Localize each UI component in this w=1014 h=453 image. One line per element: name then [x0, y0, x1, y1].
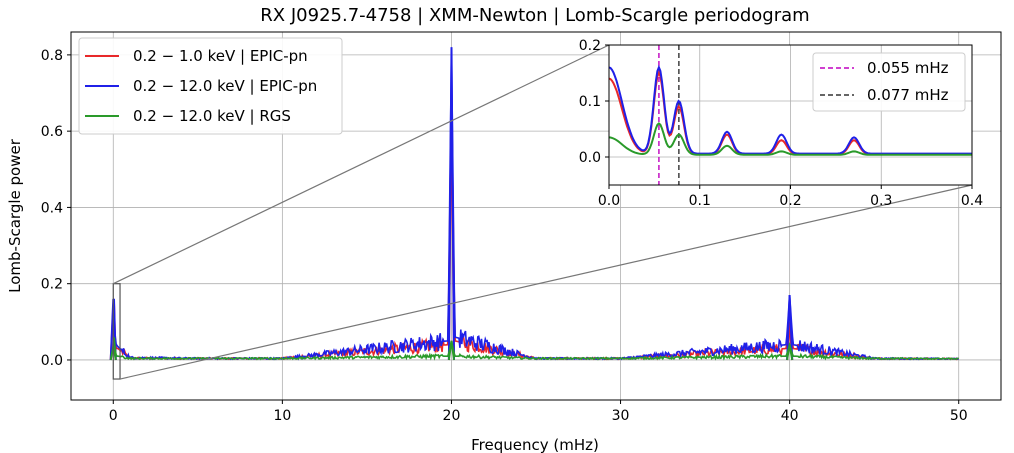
x-tick-label: 10	[273, 408, 291, 424]
inset-x-tick-label: 0.4	[961, 193, 983, 209]
legend-box	[78, 37, 343, 135]
inset-series-group	[608, 64, 972, 156]
inset-marker-lines	[658, 45, 680, 185]
inset-legend-box	[812, 52, 966, 112]
inset-legend-label: 0.055 mHz	[867, 59, 949, 77]
inset-y-tick-label: 0.0	[579, 150, 601, 166]
main-series-group	[109, 47, 959, 361]
inset-series-line	[608, 122, 972, 156]
zoom-connector	[113, 44, 610, 285]
main-axes-frame	[70, 31, 1002, 401]
zoom-rect	[112, 283, 121, 380]
inset-x-tick-label: 0.0	[598, 193, 620, 209]
main-legend: 0.2 − 1.0 keV | EPIC-pn 0.2 − 12.0 keV | …	[78, 37, 343, 135]
x-tick-label: 50	[950, 408, 968, 424]
inset-ticks: 0.0 0.1 0.2 0.3 0.4 0.0 0.1 0.2	[579, 38, 983, 209]
x-axis-label: Frequency (mHz)	[471, 436, 599, 453]
zoom-connector	[119, 184, 973, 380]
y-tick-label: 0.8	[41, 48, 63, 64]
inset-x-tick-label: 0.2	[779, 193, 801, 209]
y-tick-label: 0.6	[41, 124, 63, 140]
inset-legend-label: 0.077 mHz	[867, 86, 949, 104]
y-axis-label: Lomb-Scargle power	[6, 138, 24, 293]
legend-label: 0.2 − 12.0 keV | EPIC-pn	[133, 77, 317, 95]
y-tick-label: 0.2	[41, 277, 63, 293]
legend-label: 0.2 − 12.0 keV | RGS	[133, 107, 291, 125]
inset-x-tick-label: 0.3	[870, 193, 892, 209]
series-line	[112, 337, 959, 361]
x-tick-label: 20	[443, 408, 461, 424]
x-tick-label: 0	[109, 408, 118, 424]
x-tick-label: 30	[612, 408, 630, 424]
zoom-indicator	[112, 44, 973, 380]
main-ticks: 0 10 20 30 40 50 0.0 0.2 0.4 0.6 0.8	[41, 48, 968, 424]
inset-legend: 0.055 mHz 0.077 mHz	[812, 52, 966, 112]
x-tick-label: 40	[781, 408, 799, 424]
chart-title: RX J0925.7-4758 | XMM-Newton | Lomb-Scar…	[260, 5, 809, 26]
y-tick-label: 0.0	[41, 353, 63, 369]
inset-axes: 0.0 0.1 0.2 0.3 0.4 0.0 0.1 0.2 0.055 mHz 0.077 …	[579, 38, 983, 209]
y-tick-label: 0.4	[41, 200, 63, 216]
inset-series-line	[608, 64, 972, 155]
inset-y-tick-label: 0.2	[579, 38, 601, 54]
inset-x-tick-label: 0.1	[689, 193, 711, 209]
inset-y-tick-label: 0.1	[579, 94, 601, 110]
legend-label: 0.2 − 1.0 keV | EPIC-pn	[133, 47, 308, 65]
